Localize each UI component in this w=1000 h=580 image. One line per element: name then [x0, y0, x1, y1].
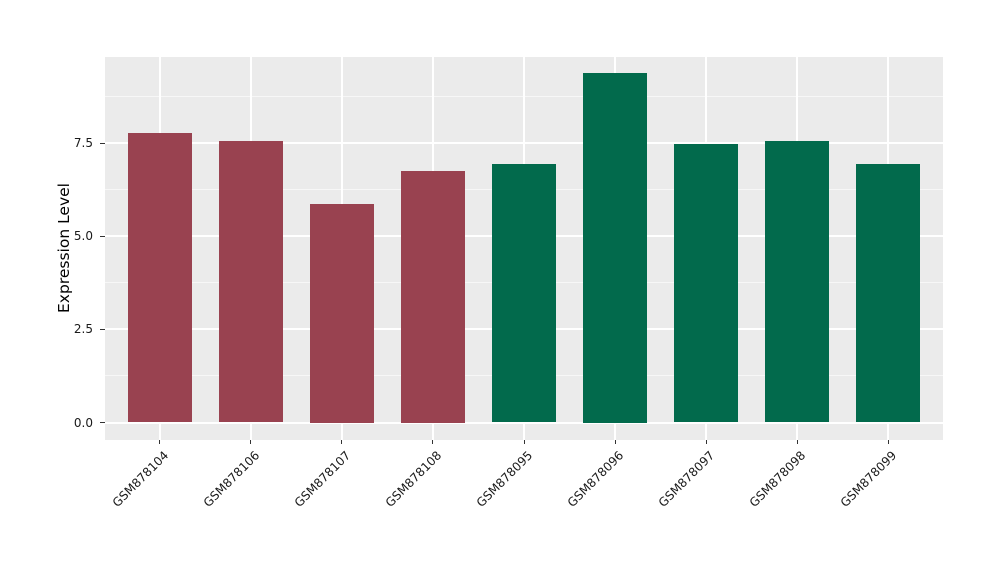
bar-GSM878097 — [674, 144, 739, 423]
x-tick-label: GSM878096 — [564, 448, 627, 510]
x-tick-mark — [523, 440, 525, 444]
y-tick-label: 2.5 — [73, 322, 93, 337]
y-tick-label: 7.5 — [73, 136, 93, 151]
y-tick-mark — [100, 422, 105, 423]
x-tick-mark — [432, 440, 434, 444]
x-tick-mark — [796, 440, 798, 444]
bar-GSM878107 — [309, 204, 374, 423]
plot-panel — [105, 57, 943, 440]
y-axis-title: Expression Level — [55, 183, 73, 313]
x-tick-label: GSM878104 — [109, 448, 171, 510]
x-tick-mark — [159, 440, 161, 444]
x-tick-label: GSM878106 — [200, 448, 262, 510]
y-tick-label: 0.0 — [73, 415, 93, 430]
bar-GSM878108 — [400, 171, 465, 423]
bar-GSM878098 — [765, 141, 830, 423]
bar-GSM878095 — [492, 164, 556, 423]
y-tick-mark — [100, 235, 105, 237]
y-tick-label: 5.0 — [73, 229, 93, 244]
x-tick-mark — [887, 440, 889, 444]
x-tick-mark — [250, 440, 252, 444]
x-tick-label: GSM878108 — [382, 448, 445, 510]
x-tick-label: GSM878097 — [655, 448, 718, 510]
bar-GSM878096 — [583, 73, 648, 423]
x-tick-mark — [341, 440, 343, 444]
y-tick-mark — [100, 328, 105, 330]
x-tick-label: GSM878099 — [837, 448, 900, 510]
x-tick-label: GSM878095 — [473, 448, 536, 510]
bar-GSM878104 — [127, 132, 192, 423]
x-tick-label: GSM878098 — [746, 448, 809, 510]
y-tick-mark — [100, 142, 105, 144]
bar-GSM878099 — [856, 164, 921, 423]
bar-GSM878106 — [218, 141, 283, 423]
x-tick-label: GSM878107 — [291, 448, 354, 510]
x-tick-mark — [705, 440, 707, 444]
x-tick-mark — [614, 440, 616, 444]
